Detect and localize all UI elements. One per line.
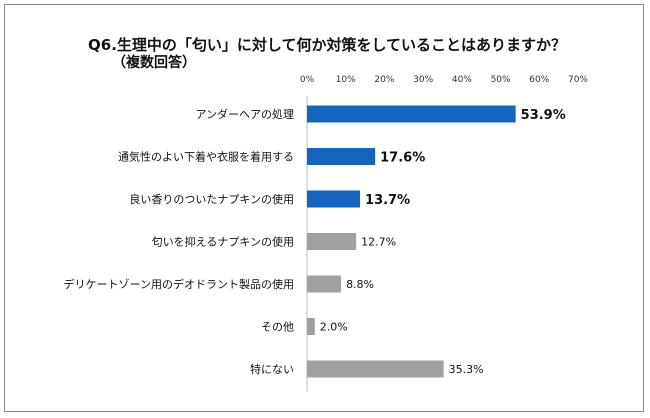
category-label: その他: [261, 321, 294, 334]
chart-frame: [4, 4, 644, 412]
value-label: 13.7%: [365, 193, 410, 208]
value-label: 17.6%: [380, 151, 425, 166]
bar: [307, 190, 361, 208]
x-tick-label: 30%: [413, 75, 433, 85]
value-label: 8.8%: [346, 278, 374, 291]
x-tick-label: 70%: [568, 75, 588, 85]
x-tick-label: 60%: [529, 75, 549, 85]
bar: [307, 275, 342, 293]
bar: [307, 360, 444, 378]
x-tick-label: 40%: [452, 75, 472, 85]
category-label: 良い香りのついたナプキンの使用: [129, 192, 294, 206]
bar: [307, 105, 516, 123]
chart-title: Q6.生理中の「匂い」に対して何か対策をしていることはありますか？: [88, 36, 566, 54]
x-tick-label: 20%: [374, 75, 394, 85]
bar: [307, 318, 315, 335]
chart-subtitle: （複数回答）: [112, 55, 196, 71]
category-label: 匂いを抑えるナプキンの使用: [152, 235, 294, 249]
x-tick-label: 10%: [336, 75, 356, 85]
value-label: 12.7%: [361, 236, 396, 249]
bar: [307, 233, 357, 250]
bar: [307, 148, 376, 165]
x-tick-label: 0%: [300, 75, 315, 85]
value-label: 2.0%: [320, 321, 348, 334]
category-label: 通気性のよい下着や衣服を着用する: [118, 150, 294, 164]
category-label: 特にない: [250, 362, 294, 376]
x-tick-label: 50%: [491, 75, 511, 85]
category-label: デリケートゾーン用のデオドラント製品の使用: [64, 277, 294, 291]
value-label: 35.3%: [449, 363, 484, 376]
category-label: アンダーヘアの処理: [195, 107, 294, 121]
value-label: 53.9%: [521, 108, 566, 123]
